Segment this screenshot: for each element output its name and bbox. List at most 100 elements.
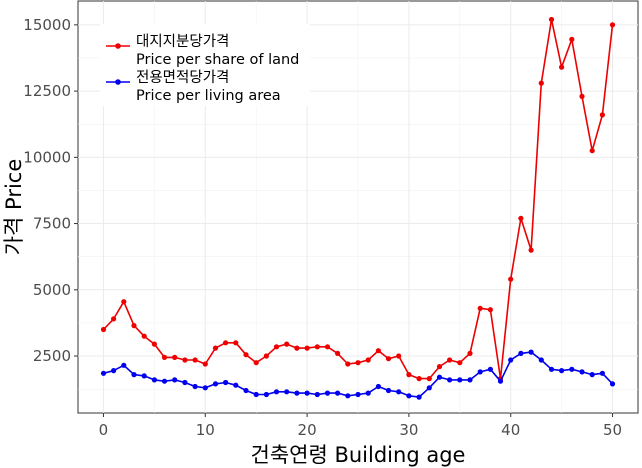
data-point-series-1: [477, 369, 483, 375]
data-point-series-0: [324, 344, 331, 350]
data-point-series-1: [447, 377, 453, 383]
data-point-series-0: [121, 299, 127, 305]
data-point-series-0: [212, 345, 219, 351]
data-point-series-1: [294, 390, 300, 396]
data-point-series-1: [324, 390, 331, 396]
data-point-series-1: [497, 378, 504, 384]
data-point-series-0: [233, 340, 239, 346]
data-point-series-1: [508, 357, 514, 363]
data-point-series-1: [569, 366, 575, 372]
data-point-series-0: [508, 276, 514, 282]
data-point-series-1: [253, 391, 259, 398]
data-point-series-0: [467, 350, 473, 356]
data-point-series-0: [589, 148, 595, 154]
x-tick-label: 20: [298, 421, 317, 439]
data-point-series-0: [355, 360, 361, 366]
data-point-series-1: [487, 366, 493, 372]
legend-label-living-korean: 전용면적당가격: [136, 69, 229, 86]
data-point-series-0: [253, 360, 259, 366]
data-point-series-0: [569, 36, 575, 43]
data-point-series-1: [243, 387, 249, 394]
x-tick-label: 50: [603, 421, 622, 439]
data-point-series-1: [436, 374, 443, 380]
data-point-series-1: [467, 377, 473, 383]
data-point-series-1: [141, 373, 147, 379]
data-point-series-1: [121, 362, 127, 368]
data-point-series-0: [100, 326, 107, 333]
data-point-series-1: [151, 377, 157, 383]
data-point-series-0: [385, 356, 392, 362]
data-point-series-1: [579, 369, 585, 375]
data-point-series-1: [314, 391, 320, 398]
data-point-series-1: [385, 387, 392, 394]
data-point-series-0: [365, 357, 371, 363]
data-point-series-0: [477, 305, 483, 311]
data-point-series-1: [233, 382, 239, 388]
data-point-series-1: [100, 370, 107, 376]
data-point-series-1: [426, 385, 432, 391]
data-point-series-0: [559, 64, 565, 70]
y-axis-title: 가격 Price: [2, 159, 26, 256]
data-point-series-0: [243, 352, 249, 358]
x-tick-label: 0: [99, 421, 109, 439]
data-point-series-0: [161, 354, 168, 360]
data-point-series-0: [538, 80, 544, 86]
data-point-series-0: [406, 372, 412, 378]
data-point-series-1: [345, 393, 351, 399]
data-point-series-0: [487, 307, 493, 313]
data-point-series-0: [436, 364, 443, 370]
legend-label-land-korean: 대지지분당가격: [136, 33, 229, 50]
data-point-series-1: [304, 390, 310, 396]
data-point-series-1: [131, 372, 137, 378]
y-tick-label: 10000: [23, 148, 71, 166]
legend-label-land: 대지지분당가격 Price per share of land: [136, 33, 299, 68]
data-point-series-1: [375, 383, 381, 390]
data-point-series-0: [131, 323, 137, 329]
data-point-series-0: [111, 316, 117, 322]
data-point-series-0: [202, 361, 208, 367]
data-point-series-0: [223, 340, 229, 346]
data-point-series-1: [161, 378, 168, 384]
data-point-series-0: [426, 376, 432, 382]
data-point-series-1: [355, 391, 361, 398]
data-point-series-1: [406, 393, 412, 399]
data-point-series-0: [599, 112, 606, 118]
data-point-series-0: [182, 357, 188, 363]
y-tick-label: 12500: [23, 82, 71, 100]
data-point-series-0: [396, 353, 402, 359]
series-layer: [100, 16, 616, 400]
axis-ticks: 0 10 20 30 40 50 2500 5000 7500 10000 12500 15000: [23, 16, 622, 439]
data-point-series-0: [609, 22, 616, 28]
y-tick-label: 7500: [33, 215, 71, 233]
data-point-series-1: [182, 379, 188, 386]
y-tick-label: 5000: [33, 281, 71, 299]
data-point-series-1: [396, 389, 402, 395]
data-point-series-1: [589, 372, 595, 378]
data-point-series-1: [457, 377, 463, 383]
data-point-series-1: [518, 350, 524, 356]
data-point-series-0: [335, 350, 341, 356]
legend-key-marker-living: [115, 79, 121, 85]
x-axis-title: 건축연령 Building age: [251, 443, 466, 467]
legend-label-living-english: Price per living area: [136, 88, 281, 104]
data-point-series-1: [609, 381, 616, 387]
legend-label-land-english: Price per share of land: [136, 52, 299, 68]
data-point-series-1: [223, 379, 229, 386]
legend-key-marker-land: [115, 43, 121, 49]
y-tick-label: 15000: [23, 16, 71, 34]
x-tick-label: 30: [399, 421, 418, 439]
data-point-series-1: [528, 349, 534, 355]
data-point-series-0: [375, 348, 381, 354]
data-point-series-1: [284, 389, 290, 395]
data-point-series-1: [192, 383, 198, 390]
data-point-series-0: [192, 357, 198, 363]
data-point-series-1: [202, 385, 208, 391]
data-point-series-0: [273, 344, 280, 350]
legend: 대지지분당가격 Price per share of land 전용면적당가격 …: [100, 24, 310, 106]
data-point-series-1: [599, 370, 606, 376]
data-point-series-1: [335, 390, 341, 396]
data-point-series-1: [548, 366, 555, 372]
legend-background: [100, 24, 310, 106]
data-point-series-0: [416, 376, 422, 382]
